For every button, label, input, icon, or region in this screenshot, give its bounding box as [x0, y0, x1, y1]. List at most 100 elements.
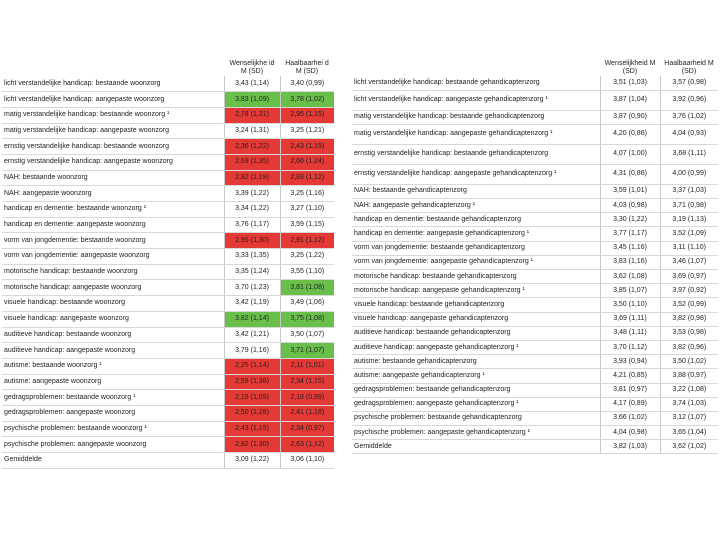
wenselijkheid-value: 2,43 (1,15) [223, 421, 280, 438]
table-row: auditieve handicap: aangepaste gehandica… [352, 340, 718, 356]
row-label: handicap en dementie: aangepaste woonzor… [2, 217, 224, 234]
haalbaarheid-value: 3,92 (0,96) [659, 90, 718, 111]
wenselijkheid-value: 3,70 (1,23) [223, 279, 280, 297]
wenselijkheid-value: 3,77 (1,17) [599, 226, 660, 242]
row-label: psychische problemen: aangepaste gehandi… [352, 425, 600, 441]
table-row: ernstig verstandelijke handicap: aangepa… [352, 164, 718, 185]
row-label: motorische handicap: aangepaste gehandic… [352, 283, 600, 299]
table-row: vorm van jongdementie: bestaande gehandi… [352, 241, 718, 256]
table-row: gedragsproblemen: aangepaste woonzorg 2,5… [2, 405, 334, 422]
haalbaarheid-value: 3,06 (1,10) [279, 452, 334, 469]
haalbaarheid-value: 3,50 (1,07) [279, 327, 334, 344]
wenselijkheid-value: 3,82 (1,03) [599, 439, 660, 455]
haalbaarheid-value: 3,71 (1,07) [279, 342, 334, 359]
row-label: ernstig verstandelijke handicap: bestaan… [2, 138, 224, 155]
table-row: motorische handicap: aangepaste gehandic… [352, 283, 718, 299]
wenselijkheid-value: 3,30 (1,22) [599, 212, 660, 228]
row-label: psychische problemen: bestaande woonzorg… [2, 421, 224, 438]
haalbaarheid-value: 3,57 (0,98) [659, 76, 718, 91]
table-row: psychische problemen: bestaande woonzorg… [2, 421, 334, 438]
table-row: motorische handicap: aangepaste woonzorg… [2, 279, 334, 297]
wenselijkheid-value: 3,34 (1,22) [223, 201, 280, 218]
table-row: auditieve handicap: bestaande woonzorg 3,… [2, 327, 334, 344]
row-label: motorische handicap: aangepaste woonzorg [2, 279, 224, 297]
row-label: gedragsproblemen: bestaande gehandicapte… [352, 383, 600, 398]
haalbaarheid-value: 4,00 (0,99) [659, 164, 718, 185]
row-label: vorm van jongdementie: aangepaste woonzo… [2, 248, 224, 265]
table-row: NAH: bestaande gehandicaptenzorg 3,59 (1,… [352, 184, 718, 200]
wenselijkheid-value: 3,76 (1,17) [223, 217, 280, 234]
haalbaarheid-value: 3,22 (1,08) [659, 383, 718, 398]
table-row: auditieve handicap: bestaande gehandicap… [352, 326, 718, 341]
table-row: handicap en dementie: aangepaste woonzor… [2, 217, 334, 234]
row-label: autisme: bestaande gehandicaptenzorg [352, 354, 600, 370]
table-row: autisme: bestaande woonzorg ¹ 2,25 (1,14)… [2, 358, 334, 375]
wenselijkheid-value: 2,25 (1,14) [223, 358, 280, 375]
wenselijkheid-value: 3,39 (1,22) [223, 185, 280, 202]
row-label: visuele handicap: aangepaste gehandicapt… [352, 312, 600, 327]
wenselijkheid-value: 3,70 (1,12) [599, 340, 660, 356]
row-label: handicap en dementie: aangepaste gehandi… [352, 226, 600, 242]
wenselijkheid-value: 3,79 (1,16) [223, 342, 280, 359]
haalbaarheid-value: 3,65 (1,04) [659, 425, 718, 441]
row-label: gedragsproblemen: aangepaste gehandicapt… [352, 397, 600, 412]
table-row: licht verstandelijke handicap: bestaande… [352, 76, 718, 91]
table-row: NAH: aangepaste gehandicaptenzorg ¹ 4,03 … [352, 198, 718, 214]
table-row: gedragsproblemen: bestaande gehandicapte… [352, 383, 718, 398]
row-label: auditieve handicap: aangepaste woonzorg [2, 342, 224, 359]
row-label: Gemiddelde [352, 439, 600, 455]
table-row: vorm van jongdementie: bestaande woonzor… [2, 232, 334, 250]
haalbaarheid-value: 3,27 (1,10) [279, 201, 334, 218]
table-row: visuele handicap: aangepaste gehandicapt… [352, 312, 718, 327]
haalbaarheid-value: 3,82 (0,98) [659, 312, 718, 327]
haalbaarheid-value: 3,52 (0,99) [659, 297, 718, 313]
haalbaarheid-value: 3,74 (1,03) [659, 397, 718, 412]
haalbaarheid-value: 3,68 (1,11) [659, 144, 718, 165]
wenselijkheid-value: 3,42 (1,19) [223, 295, 280, 312]
row-label: ernstig verstandelijke handicap: aangepa… [2, 154, 224, 171]
haalbaarheid-value: 3,37 (1,03) [659, 184, 718, 200]
haalbaarheid-value: 3,62 (1,02) [659, 439, 718, 455]
wenselijkheid-value: 2,59 (1,38) [223, 374, 280, 391]
row-label: matig verstandelijke handicap: bestaande… [352, 110, 600, 125]
table-row: ernstig verstandelijke handicap: aangepa… [2, 154, 334, 171]
row-label: autisme: aangepaste woonzorg [2, 374, 224, 391]
table-row: vorm van jongdementie: aangepaste gehand… [352, 255, 718, 271]
row-label: NAH: aangepaste gehandicaptenzorg ¹ [352, 198, 600, 214]
table-row: visuele handicap: aangepaste woonzorg 3,8… [2, 311, 334, 328]
table-row: licht verstandelijke handicap: bestaande… [2, 76, 334, 93]
wenselijkheid-value: 3,09 (1,22) [223, 452, 280, 469]
row-label: vorm van jongdementie: bestaande gehandi… [352, 241, 600, 256]
table-row: visuele handicap: bestaande gehandicapte… [352, 297, 718, 313]
row-label: autisme: bestaande woonzorg ¹ [2, 358, 224, 375]
wenselijkheid-value: 4,03 (0,98) [599, 198, 660, 214]
right-table-body: licht verstandelijke handicap: bestaande… [352, 76, 718, 455]
table-row: psychische problemen: bestaande gehandic… [352, 411, 718, 427]
haalbaarheid-value: 2,34 (1,15) [279, 374, 334, 391]
haalbaarheid-value: 3,12 (1,07) [659, 411, 718, 427]
wenselijkheid-value: 2,19 (1,09) [223, 389, 280, 406]
haalbaarheid-value: 3,52 (1,09) [659, 226, 718, 242]
row-label: licht verstandelijke handicap: aangepast… [352, 90, 600, 111]
row-label: vorm van jongdementie: aangepaste gehand… [352, 255, 600, 271]
table-row: ernstig verstandelijke handicap: bestaan… [2, 138, 334, 155]
haalbaarheid-value: 3,53 (0,98) [659, 326, 718, 341]
haalbaarheid-value: 2,66 (1,24) [279, 154, 334, 171]
haalbaarheid-value: 3,81 (1,08) [279, 279, 334, 297]
row-label: psychische problemen: bestaande gehandic… [352, 411, 600, 427]
table-row: matig verstandelijke handicap: bestaande… [2, 107, 334, 124]
table-row: licht verstandelijke handicap: aangepast… [2, 91, 334, 108]
haalbaarheid-value: 2,83 (1,12) [279, 170, 334, 187]
left-table-body: licht verstandelijke handicap: bestaande… [2, 76, 334, 469]
haalbaarheid-value: 3,25 (1,22) [279, 248, 334, 265]
wenselijkheid-value: 3,85 (1,07) [599, 283, 660, 299]
row-label: NAH: bestaande woonzorg [2, 170, 224, 187]
row-label: matig verstandelijke handicap: bestaande… [2, 107, 224, 124]
right-header-haalbaarheid: Haalbaarheid M (SD) [664, 60, 714, 75]
wenselijkheid-value: 2,69 (1,35) [223, 154, 280, 171]
wenselijkheid-value: 3,62 (1,08) [599, 269, 660, 285]
right-header-wenselijkheid: Wenselijkheid M (SD) [604, 60, 656, 75]
table-row: handicap en dementie: bestaande woonzorg… [2, 201, 334, 218]
haalbaarheid-value: 2,43 (1,19) [279, 138, 334, 155]
